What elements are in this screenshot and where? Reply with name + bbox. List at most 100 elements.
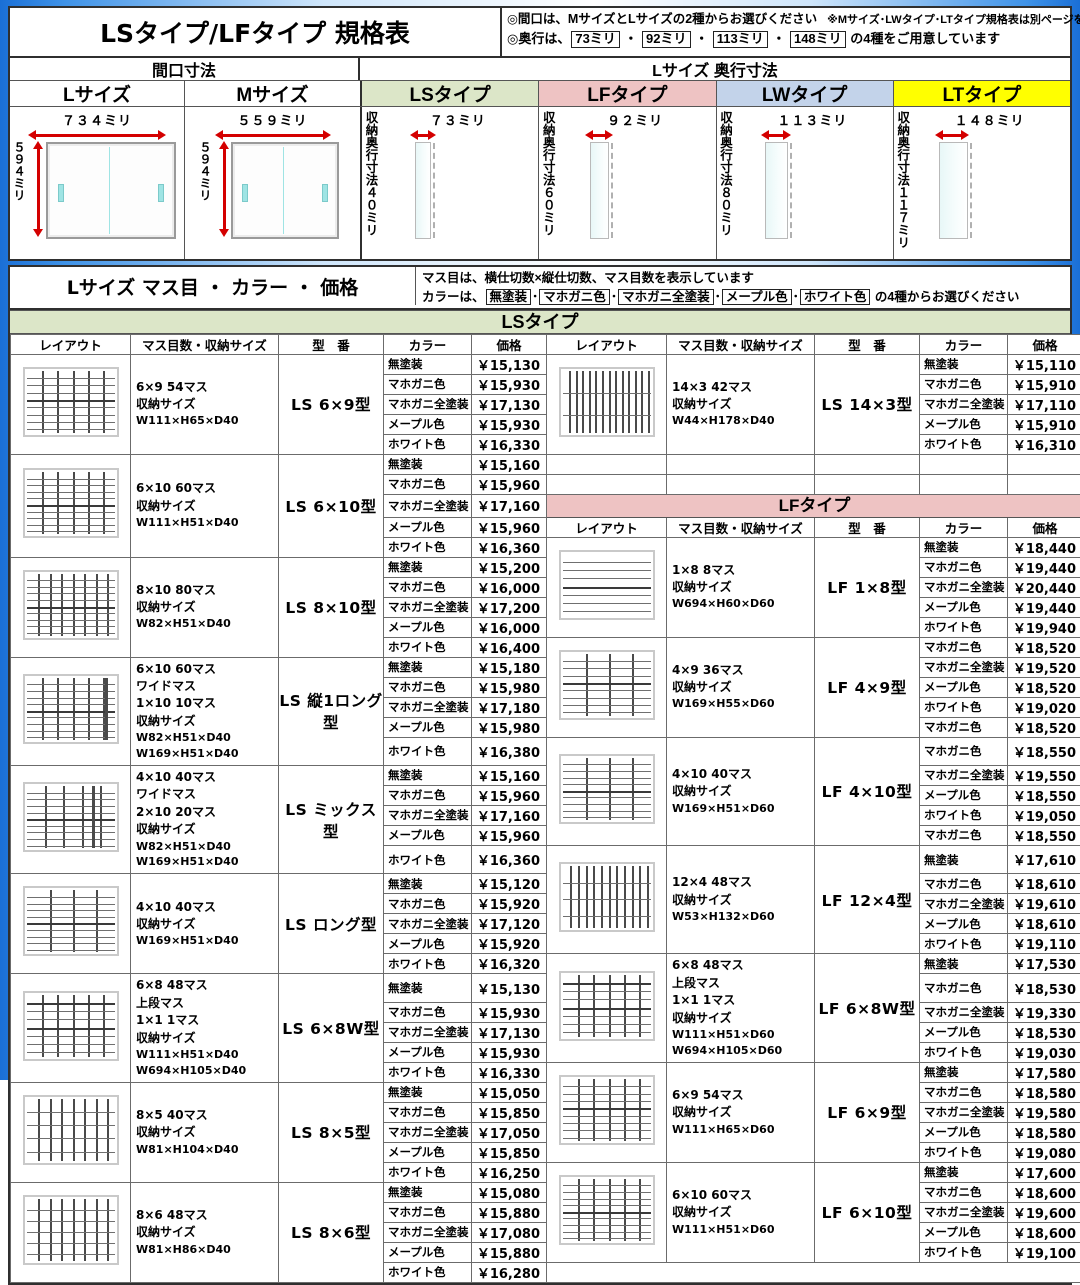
type-header-lw: LWタイプ	[717, 81, 894, 106]
m-width-label: ５５９ミリ	[185, 107, 360, 129]
color-cell: メープル色	[920, 414, 1008, 434]
color-cell: マホガニ色	[920, 717, 1008, 737]
spec-size: W694×H60×D60	[672, 596, 809, 612]
col-header-price-lf: 価格	[1008, 517, 1080, 537]
color-cell: 無塗装	[920, 354, 1008, 374]
spec-line: 収納サイズ	[672, 679, 809, 696]
filler-cell	[667, 454, 815, 474]
color-cell: ホワイト色	[384, 537, 472, 557]
lf-depth-arrow	[585, 129, 613, 141]
filler-cell	[547, 454, 667, 474]
model-cell: LF 4×9型	[815, 637, 920, 737]
color-cell: マホガニ色	[920, 557, 1008, 577]
layout-cell	[547, 954, 667, 1062]
price-cell: ￥19,030	[1008, 1042, 1080, 1062]
filler-cell	[920, 454, 1008, 474]
figure-l-size: ７３４ミリ ５９４ミリ	[10, 107, 185, 259]
m-width-arrow	[215, 129, 331, 141]
spec-line: 6×9 54マス	[136, 379, 273, 396]
spec-line: 4×10 40マス	[672, 766, 809, 783]
spec-line: 収納サイズ	[136, 498, 273, 515]
price-cell: ￥17,130	[472, 1022, 547, 1042]
layout-cell	[547, 1062, 667, 1162]
layout-cell	[547, 537, 667, 637]
price-cell: ￥17,080	[472, 1222, 547, 1242]
model-cell: LS 8×6型	[279, 1182, 384, 1282]
note2-suffix: の4種をご用意しています	[850, 31, 1000, 46]
spec-size: W111×H51×D40	[136, 1047, 273, 1063]
color-cell: マホガニ全塗装	[920, 1102, 1008, 1122]
layout-grid-thumbnail	[23, 991, 119, 1061]
spec-line: 4×10 40マス	[136, 769, 273, 786]
color-cell: メープル色	[920, 677, 1008, 697]
color-cell: マホガニ色	[384, 1102, 472, 1122]
color-cell: ホワイト色	[920, 697, 1008, 717]
col-header-color-lf: カラー	[920, 517, 1008, 537]
spec-line: 上段マス	[136, 995, 273, 1012]
price-cell: ￥15,980	[472, 717, 547, 737]
layout-cell	[11, 454, 131, 557]
color-cell: メープル色	[920, 1122, 1008, 1142]
l-width-label: ７３４ミリ	[10, 107, 184, 129]
spec-line: 12×4 48マス	[672, 874, 809, 891]
color-cell: 無塗装	[384, 1082, 472, 1102]
color-cell: マホガニ色	[920, 1182, 1008, 1202]
spec-line: 6×8 48マス	[672, 957, 809, 974]
layout-grid-thumbnail	[559, 862, 655, 932]
depth-option-92: 92ミリ	[642, 31, 690, 48]
price-cell: ￥15,930	[472, 414, 547, 434]
col-header-model-lf: 型 番	[815, 517, 920, 537]
col-header-spec-left: マス目数・収納サイズ	[131, 334, 279, 354]
color-cell: マホガニ色	[920, 825, 1008, 845]
header-note-1: ◎間口は、MサイズとLサイズの2種からお選びください※Mサイズ･LWタイプ･LT…	[507, 10, 1080, 29]
color-cell: メープル色	[384, 517, 472, 537]
color-cell: ホワイト色	[384, 737, 472, 765]
price-cell: ￥16,000	[472, 617, 547, 637]
col-header-color-left: カラー	[384, 334, 472, 354]
spec-line: 14×3 42マス	[672, 379, 809, 396]
band-ls-type: LSタイプ	[10, 310, 1070, 334]
layout-grid-thumbnail	[559, 1175, 655, 1245]
color-cell: 無塗装	[384, 874, 472, 894]
price-cell: ￥15,880	[472, 1202, 547, 1222]
price-cell: ￥15,160	[472, 454, 547, 474]
filler-cell	[1008, 474, 1080, 494]
header-note-2: ◎奥行は、73ミリ ・ 92ミリ ・ 113ミリ ・ 148ミリ の4種をご用意…	[507, 29, 1080, 49]
price-cell: ￥18,520	[1008, 637, 1080, 657]
model-cell: LS 8×10型	[279, 557, 384, 657]
l-width-arrow	[28, 129, 166, 141]
price-cell: ￥17,160	[472, 494, 547, 517]
model-cell: LS ロング型	[279, 874, 384, 974]
color-cell: マホガニ色	[920, 637, 1008, 657]
spec-line: 4×9 36マス	[672, 662, 809, 679]
layout-grid-thumbnail	[23, 782, 119, 852]
spec-line: 6×8 48マス	[136, 977, 273, 994]
spec-line: ワイドマス	[136, 786, 273, 803]
price-cell: ￥15,110	[1008, 354, 1080, 374]
lw-slab-figure	[765, 142, 788, 239]
depth-option-113: 113ミリ	[713, 31, 768, 48]
model-cell: LF 6×9型	[815, 1062, 920, 1162]
depth-option-73: 73ミリ	[571, 31, 619, 48]
layout-grid-thumbnail	[559, 1075, 655, 1145]
spec-line: 8×10 80マス	[136, 582, 273, 599]
price-cell: ￥17,180	[472, 697, 547, 717]
spec-line: 1×1 1マス	[136, 1012, 273, 1029]
color-cell: メープル色	[920, 597, 1008, 617]
model-cell: LF 4×10型	[815, 737, 920, 845]
color-cell: 無塗装	[384, 557, 472, 577]
